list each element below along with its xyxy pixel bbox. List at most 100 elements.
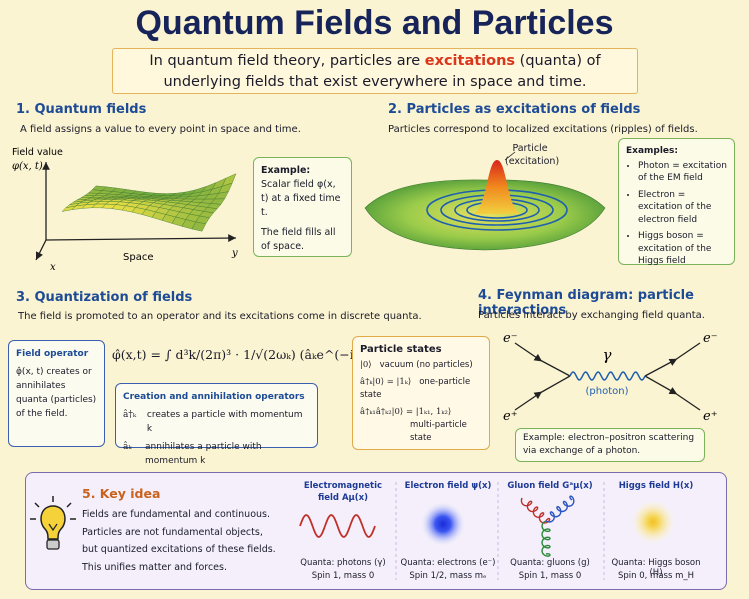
key-idea-panel [25, 472, 727, 590]
electron-blob [421, 502, 465, 546]
operators-box: Creation and annihilation operators â†ₖ c… [115, 383, 318, 466]
key-text: Fields are fundamental and continuous. Pa… [82, 506, 276, 576]
example-item: Electron = excitation of the electron fi… [638, 189, 727, 227]
axis-label: x [50, 262, 56, 273]
intro-text: In quantum field theory, particles are [149, 53, 425, 69]
em-wave [299, 514, 376, 538]
particle-label: e⁻ [703, 331, 718, 346]
gluon-coil [541, 520, 551, 557]
state-text: multi-particle state [410, 420, 467, 443]
field-spin: Spin 1/2, mass mₑ [409, 571, 487, 581]
text: Particles interact by exchanging field q… [478, 310, 705, 321]
state-symbol: â†ₖ₁â†ₖ₂|0⟩ = |1ₖ₁, 1ₖ₂⟩ [360, 407, 452, 417]
intro-text: (quanta) of underlying fields that exist… [163, 53, 601, 90]
higgs-blob [631, 500, 675, 544]
field-spin: Spin 1, mass 0 [311, 571, 375, 581]
state-text: vacuum (no particles) [379, 360, 473, 370]
excitation-plot [364, 151, 606, 251]
example-item: Higgs boson = excitation of the Higgs fi… [638, 230, 727, 268]
example-box: Example: Scalar field φ(x, t) at a fixed… [253, 157, 352, 257]
field-icons [299, 482, 675, 580]
examples-list: Photon = excitation of the EM field Elect… [626, 160, 727, 268]
key-line: Particles are not fundamental objects, [82, 526, 263, 538]
operator-symbol: âₖ [123, 442, 132, 452]
text: A field assigns a value to every point i… [20, 124, 301, 135]
heading: 5. Key idea [82, 486, 161, 501]
field-name: Electron field ψ(x) [404, 481, 492, 491]
field-quanta: Quanta: gluons (g) [510, 558, 590, 568]
axis-label: φ(x, t) [12, 161, 43, 172]
field-spin: Spin 0, mass m_H [617, 571, 695, 581]
box-title: Particle states [360, 344, 442, 355]
state-row: â†ₖ₁â†ₖ₂|0⟩ = |1ₖ₁, 1ₖ₂⟩ multi-particle s… [360, 406, 482, 445]
box-title: Examples: [626, 146, 678, 156]
operator-row: âₖ annihilates a particle with momentum k [123, 440, 310, 468]
field-spin: Spin 1, mass 0 [518, 571, 582, 581]
particle-label: e⁻ [503, 331, 518, 346]
particle-label: e⁺ [503, 409, 518, 424]
bulb-rays [30, 496, 76, 520]
box-title: Example: [261, 165, 311, 176]
field-plot: Field value φ(x, t) Space x y [12, 147, 238, 273]
axis-label: Space [123, 252, 153, 263]
operator-text: creates a particle with momentum k [146, 410, 303, 434]
fermion-lines [514, 342, 701, 411]
operator-rows: â†ₖ creates a particle with momentum k âₖ a… [123, 408, 310, 468]
state-symbol: |0⟩ [360, 360, 372, 370]
operator-row: â†ₖ creates a particle with momentum k [123, 408, 310, 436]
boson-name: (photon) [586, 386, 629, 397]
feynman-diagram: e⁻ e⁻ e⁺ e⁺ γ (photon) [503, 331, 718, 424]
bulb-icon [30, 496, 76, 550]
key-line: This unifies matter and forces. [82, 561, 227, 573]
field-quanta: Quanta: electrons (e⁻) [400, 558, 496, 568]
field-operator-box: Field operator φ̂(x, t) creates or annih… [8, 340, 105, 447]
text: Particles correspond to localized excita… [388, 124, 698, 135]
operator-symbol: â†ₖ [123, 410, 137, 420]
heading: 1. Quantum fields [16, 102, 147, 117]
field-surface [364, 179, 606, 251]
heading: 3. Quantization of fields [16, 290, 193, 305]
state-row: |0⟩ vacuum (no particles) [360, 359, 482, 372]
gluon-coil [545, 495, 575, 523]
heading: 2. Particles as excitations of fields [388, 102, 641, 117]
operator-text: annihilates a particle with momentum k [145, 442, 262, 466]
examples-box: Examples: Photon = excitation of the EM … [618, 138, 735, 268]
state-symbol: â†ₖ|0⟩ = |1ₖ⟩ [360, 377, 412, 387]
axis [35, 239, 47, 261]
state-rows: |0⟩ vacuum (no particles) â†ₖ|0⟩ = |1ₖ⟩ one… [360, 359, 482, 445]
box-title: Creation and annihilation operators [123, 392, 305, 402]
example-item: Photon = excitation of the EM field [638, 160, 727, 185]
state-text: one-particle state [360, 377, 471, 400]
title: Quantum Fields and Particles [135, 4, 614, 42]
text: The field is promoted to an operator and… [18, 311, 422, 322]
field-name: Electromagnetic field Aμ(x) [303, 481, 383, 503]
boson-label: γ [603, 346, 612, 364]
intro: In quantum field theory, particles are e… [112, 48, 638, 94]
box-text: Scalar field φ(x, t) at a fixed time t. [261, 179, 341, 218]
mesh-cell [191, 221, 207, 232]
gluon-coil [520, 497, 551, 524]
caption-box: Example: electron–positron scattering vi… [515, 428, 705, 462]
key-line: Fields are fundamental and continuous. [82, 509, 271, 520]
field-quanta: Quanta: Higgs boson (H) [611, 558, 701, 578]
intro-highlight: excitations [424, 53, 516, 69]
field-name: Higgs field H(x) [618, 481, 694, 491]
box-text: φ̂(x, t) creates or annihilates quanta (… [16, 367, 97, 419]
axis-label: y [231, 248, 238, 259]
particle-peak [473, 160, 521, 214]
box-title: Field operator [16, 349, 89, 359]
box-text: The field fills all of space. [261, 227, 336, 252]
dividers [395, 482, 605, 580]
states-box: Particle states |0⟩ vacuum (no particles)… [352, 336, 490, 450]
axis [45, 234, 237, 242]
pointer [504, 151, 516, 161]
axis-label: Field value [12, 147, 63, 158]
field-name: Gluon field Gᵃμ(x) [507, 481, 593, 491]
particle-label: e⁺ [703, 409, 718, 424]
heading: 4. Feynman diagram: particle interaction… [478, 288, 694, 318]
photon-line [569, 371, 646, 381]
key-line: but quantized excitations of these field… [82, 544, 276, 555]
peak-label: Particle (excitation) [505, 143, 560, 167]
state-row: â†ₖ|0⟩ = |1ₖ⟩ one-particle state [360, 376, 482, 402]
